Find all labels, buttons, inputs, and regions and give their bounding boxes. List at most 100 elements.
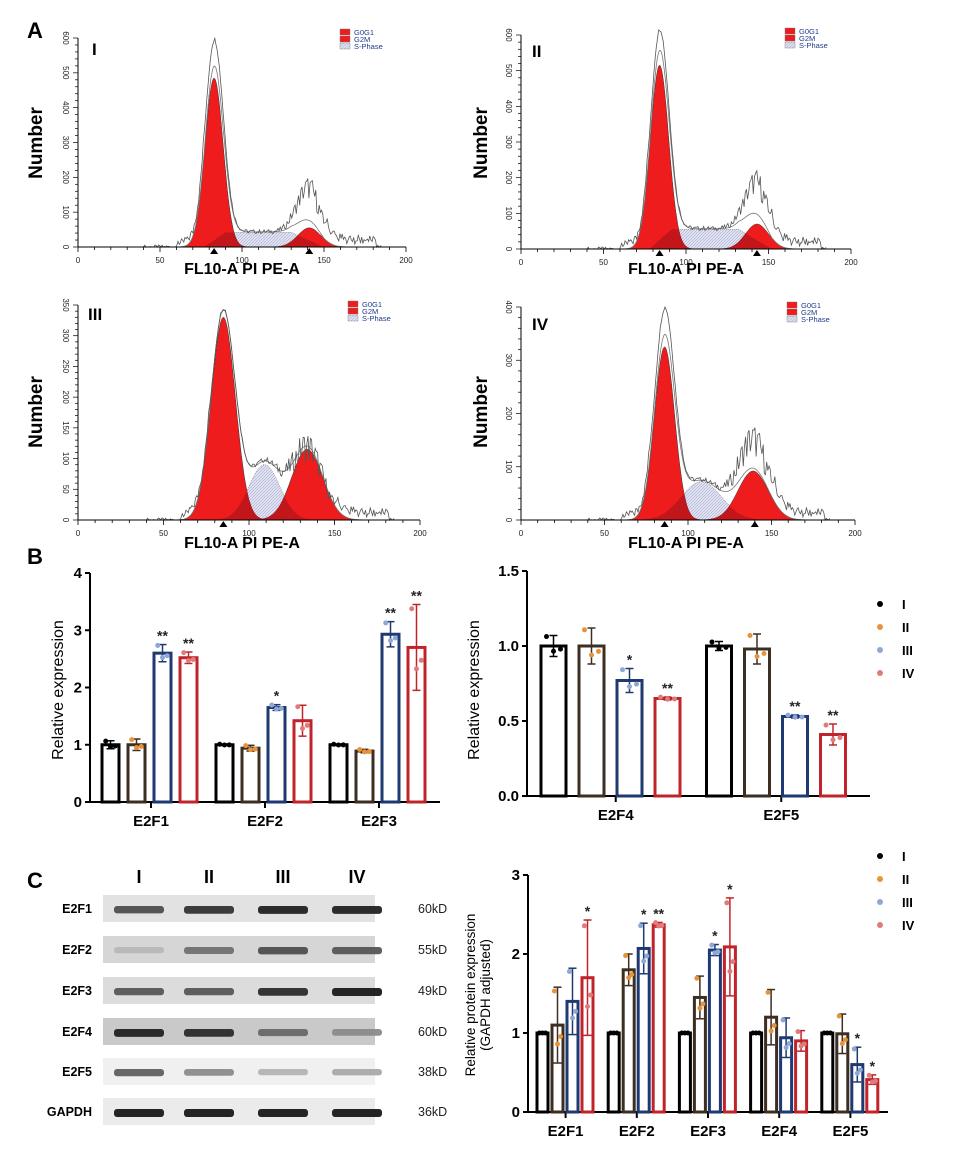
- raw-histogram-curve: [143, 36, 382, 248]
- legend-label: G2M: [354, 35, 370, 44]
- protein-band: [258, 947, 308, 955]
- protein-band: [258, 1069, 308, 1076]
- legend-label: G2M: [799, 34, 815, 43]
- peak-marker-triangle: [660, 521, 669, 527]
- data-point: [155, 642, 161, 648]
- data-point: [857, 1067, 863, 1073]
- legend-label: IV: [902, 666, 915, 681]
- data-point: [623, 953, 629, 959]
- flow-histogram-iv: 0 50 100 150 200 0 100 200 300 400 IV FL10-A PI PE-…: [471, 300, 862, 552]
- category-label: E2F2: [247, 813, 283, 830]
- y-tick-label: 3: [74, 622, 82, 639]
- data-point: [823, 722, 829, 728]
- molecular-weight-label: 55kD: [418, 943, 447, 957]
- data-point: [665, 696, 670, 702]
- data-point: [392, 635, 398, 641]
- data-point: [112, 743, 118, 749]
- bar-III-E2F5: [781, 715, 809, 798]
- y-axis-label: Number: [471, 107, 492, 179]
- legend-dot-III: [877, 647, 883, 653]
- bar-I-E2F3: [677, 1031, 692, 1114]
- legend-label: G0G1: [799, 27, 819, 36]
- data-point: [659, 922, 665, 928]
- legend-label: G0G1: [362, 300, 382, 309]
- y-tick-label: 2: [74, 680, 82, 697]
- y-tick-label: 300: [61, 136, 70, 150]
- legend-label: III: [902, 895, 913, 910]
- data-point: [614, 1030, 620, 1036]
- significance-marker: **: [653, 905, 664, 921]
- x-tick-label: 50: [156, 256, 165, 265]
- bar-I-E2F2: [606, 1031, 621, 1114]
- y-tick-label: 100: [61, 452, 70, 466]
- raw-histogram-curve: [586, 29, 827, 251]
- data-point: [222, 742, 227, 748]
- legend-label: I: [902, 597, 906, 612]
- data-point: [588, 992, 594, 998]
- data-point: [300, 725, 305, 731]
- y-tick-label: 0: [74, 794, 82, 811]
- y-tick-label: 1.5: [498, 563, 519, 580]
- y-axis-label: Relative expression: [466, 620, 483, 760]
- significance-marker: **: [790, 698, 801, 714]
- data-point: [641, 958, 647, 964]
- molecular-weight-label: 60kD: [418, 1025, 447, 1039]
- bar-I-E2F5: [705, 644, 733, 798]
- sample-label: I: [92, 40, 97, 59]
- peak-marker-triangle: [752, 250, 761, 256]
- significance-marker: *: [627, 652, 633, 668]
- data-point: [854, 1070, 860, 1076]
- data-point: [269, 702, 275, 708]
- y-tick-label: 500: [61, 66, 70, 80]
- category-label: E2F1: [548, 1123, 584, 1140]
- y-tick-label: 50: [61, 485, 70, 494]
- legend-dot-IV: [877, 670, 883, 676]
- data-point: [581, 923, 587, 929]
- data-point: [672, 696, 677, 702]
- y-tick-label: 400: [504, 100, 513, 114]
- data-point: [709, 639, 715, 645]
- x-tick-label: 150: [762, 258, 776, 267]
- significance-marker: **: [411, 587, 422, 603]
- raw-histogram-curve: [146, 309, 395, 521]
- peak-marker-triangle: [750, 521, 759, 527]
- data-point: [780, 1017, 786, 1023]
- y-tick-label: 500: [504, 64, 513, 78]
- data-point: [836, 1013, 842, 1019]
- legend-label: G2M: [362, 307, 378, 316]
- bar-II-E2F4: [577, 644, 606, 798]
- data-point: [362, 749, 367, 755]
- lane-label: I: [136, 867, 141, 887]
- g0g1-peak: [178, 77, 250, 248]
- protein-label: E2F1: [62, 902, 92, 916]
- y-axis-label: Relative protein expression: [463, 914, 478, 1077]
- y-tick-label: 0.5: [498, 713, 519, 730]
- lane-label: II: [204, 867, 214, 887]
- data-point: [589, 652, 594, 658]
- data-point: [304, 722, 310, 728]
- data-point: [644, 953, 650, 959]
- protein-label: E2F2: [62, 943, 92, 957]
- data-point: [295, 704, 301, 710]
- data-point: [278, 705, 284, 711]
- bar-III-E2F3: [380, 632, 401, 804]
- legend-swatch: [339, 42, 351, 50]
- data-point: [830, 737, 836, 743]
- bar-I-E2F4: [749, 1031, 764, 1114]
- protein-band: [258, 988, 308, 996]
- y-tick-label: 0.0: [498, 788, 519, 805]
- y-tick-label: 200: [504, 407, 513, 421]
- data-point: [248, 747, 253, 753]
- data-point: [754, 654, 760, 659]
- y-tick-label: 1.0: [498, 638, 519, 655]
- data-point: [331, 741, 337, 747]
- sample-label: II: [532, 42, 541, 61]
- x-tick-label: 0: [76, 529, 81, 538]
- peak-marker-triangle: [219, 521, 228, 527]
- bar-III-E2F2: [266, 706, 287, 804]
- y-tick-label: 200: [61, 171, 70, 185]
- data-point: [626, 975, 632, 981]
- data-point: [715, 949, 721, 955]
